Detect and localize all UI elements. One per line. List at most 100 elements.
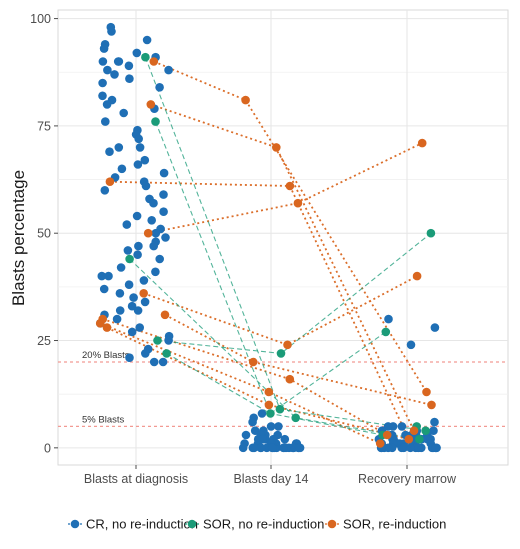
data-point — [149, 57, 159, 66]
data-point — [248, 357, 258, 367]
data-point — [274, 422, 283, 431]
data-point — [142, 35, 152, 45]
data-point — [140, 155, 150, 165]
x-tick-label: Blasts at diagnosis — [84, 472, 188, 486]
data-point — [427, 400, 436, 410]
data-point — [248, 417, 257, 427]
data-point — [98, 57, 108, 66]
data-point — [426, 228, 436, 238]
data-point — [295, 443, 305, 453]
data-point — [414, 443, 423, 453]
data-point — [98, 78, 107, 88]
data-point — [384, 314, 393, 324]
data-point — [160, 310, 170, 320]
data-point — [110, 70, 119, 79]
data-point — [112, 314, 122, 324]
data-point — [99, 284, 109, 294]
data-point — [104, 271, 113, 281]
data-points — [95, 22, 441, 453]
legend-label: SOR, re-induction — [343, 517, 446, 532]
data-point — [116, 263, 126, 272]
data-point — [164, 65, 173, 75]
plot-panel — [57, 9, 509, 466]
data-point — [103, 65, 112, 75]
connection-line — [99, 322, 381, 445]
data-point — [98, 91, 107, 101]
data-point — [406, 340, 416, 350]
data-point — [127, 327, 137, 337]
data-point — [161, 233, 170, 242]
y-tick-label: 50 — [37, 227, 51, 241]
data-point — [430, 323, 440, 332]
data-point — [266, 422, 276, 431]
data-point — [133, 306, 143, 315]
y-tick-label: 25 — [37, 334, 51, 348]
data-point — [133, 160, 143, 169]
data-point — [431, 443, 441, 453]
data-point — [164, 336, 173, 345]
data-point — [132, 211, 142, 221]
data-point — [149, 357, 159, 367]
y-tick-label: 0 — [44, 441, 51, 455]
x-axis-ticks: Blasts at diagnosis Blasts day 14 Recovery… — [84, 465, 457, 486]
legend: CR, no re-induction SOR, no re-induction S… — [68, 517, 446, 532]
data-point — [155, 254, 164, 264]
data-point — [149, 241, 158, 251]
data-point — [151, 117, 160, 126]
data-point — [406, 443, 415, 453]
data-point — [147, 216, 156, 225]
data-point — [139, 289, 148, 298]
data-point — [115, 306, 125, 315]
data-point — [276, 349, 286, 358]
data-point — [430, 417, 439, 427]
data-point — [280, 434, 290, 444]
data-point — [285, 181, 295, 191]
data-point — [159, 168, 169, 178]
data-point — [422, 387, 431, 397]
data-point — [381, 327, 391, 337]
data-point — [158, 357, 168, 367]
data-point — [141, 349, 150, 358]
data-point — [127, 301, 137, 311]
data-point — [133, 250, 142, 259]
data-point — [275, 404, 285, 414]
data-point — [409, 426, 419, 436]
data-point — [264, 387, 274, 397]
data-point — [429, 426, 438, 436]
data-point — [249, 443, 259, 453]
data-point — [267, 443, 277, 453]
reference-line-label: 5% Blasts — [82, 414, 124, 425]
data-point — [417, 138, 427, 148]
data-point — [141, 52, 150, 62]
connection-line — [148, 142, 423, 235]
y-tick-label: 100 — [30, 12, 51, 26]
data-point — [102, 323, 112, 332]
data-point — [285, 374, 295, 384]
connection-line — [106, 326, 410, 441]
data-point — [123, 246, 133, 255]
data-point — [383, 422, 393, 431]
data-point — [257, 409, 267, 418]
data-point — [140, 297, 150, 307]
y-tick-label: 75 — [37, 119, 51, 133]
data-point — [146, 100, 156, 109]
data-point — [105, 177, 115, 186]
data-point — [151, 228, 161, 238]
data-point — [382, 430, 392, 440]
connection-line — [109, 180, 410, 440]
data-point — [293, 198, 303, 208]
data-point — [279, 443, 288, 453]
data-point — [115, 289, 125, 298]
data-point — [149, 198, 158, 208]
data-point — [288, 443, 297, 453]
data-point — [159, 190, 168, 199]
legend-key-point — [187, 519, 197, 529]
data-point — [256, 443, 266, 453]
data-point — [162, 349, 171, 358]
data-point — [100, 186, 110, 195]
x-tick-label: Recovery marrow — [358, 472, 457, 486]
connection-line — [143, 275, 418, 346]
data-point — [135, 143, 145, 152]
data-point — [114, 57, 124, 66]
data-point — [421, 426, 430, 436]
